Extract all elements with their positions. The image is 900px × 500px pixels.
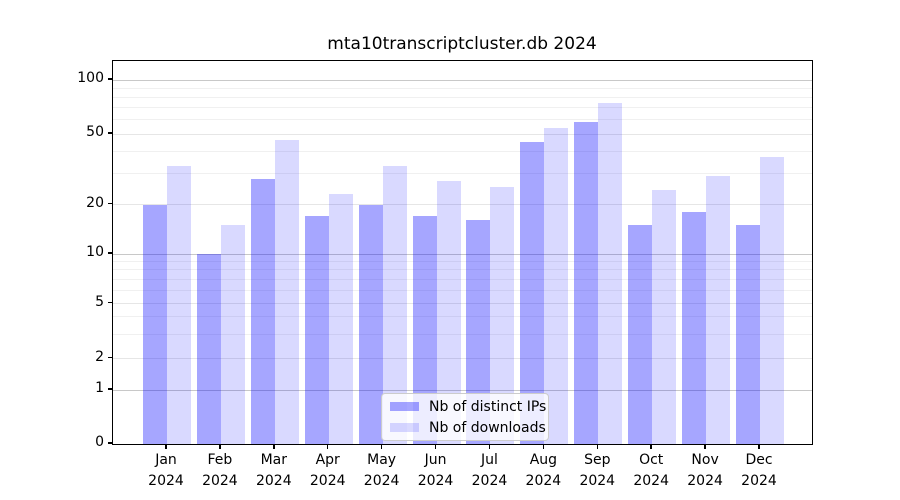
x-tick-label-nov: Nov 2024: [687, 452, 723, 489]
gridline-y-6: [113, 289, 812, 291]
x-tick-mark: [650, 444, 652, 449]
gridline-y-20: [113, 204, 812, 205]
gridline-y-1: [113, 389, 812, 391]
bar-distinct-ips-sep: [574, 122, 599, 444]
plot-area: [112, 60, 813, 445]
bar-downloads-jan: [167, 165, 191, 444]
gridline-y-70: [113, 107, 812, 109]
bar-distinct-ips-may: [358, 204, 383, 444]
y-tick-mark: [108, 388, 113, 390]
x-tick-mark: [434, 444, 437, 449]
y-tick-label-20: 20: [86, 194, 104, 211]
x-tick-label-mar: Mar 2024: [255, 452, 292, 489]
x-tick-label-aug: Aug 2024: [525, 452, 562, 489]
y-tick-label-100: 100: [77, 70, 104, 86]
gridline-y-5: [113, 303, 812, 304]
x-tick-label-may: May 2024: [363, 452, 400, 489]
x-tick-mark: [704, 444, 706, 449]
y-tick-label-0: 0: [95, 434, 104, 450]
bar-downloads-feb: [220, 225, 245, 444]
gridline-y-8: [113, 269, 812, 271]
gridline-y-50: [113, 133, 812, 135]
y-tick-label-50: 50: [86, 124, 104, 140]
x-tick-mark: [326, 444, 329, 449]
x-tick-mark: [380, 444, 383, 449]
y-tick-mark: [108, 442, 113, 444]
gridline-y-100: [113, 79, 812, 81]
x-tick-mark: [596, 444, 599, 449]
bar-downloads-apr: [328, 193, 353, 444]
gridline-y-7: [113, 278, 812, 280]
y-tick-mark: [108, 132, 113, 134]
x-tick-label-jan: Jan 2024: [148, 452, 184, 489]
x-tick-label-apr: Apr 2024: [309, 452, 346, 489]
legend-row-distinct-ips: Nb of distinct IPs: [382, 399, 548, 415]
x-tick-label-sep: Sep 2024: [579, 452, 616, 489]
gridline-y-30: [113, 172, 812, 174]
bar-distinct-ips-nov: [682, 212, 707, 444]
bar-downloads-oct: [652, 190, 677, 444]
gridline-y-2: [113, 358, 812, 359]
y-tick-mark: [108, 301, 113, 304]
gridline-y-9: [113, 261, 812, 263]
bar-distinct-ips-dec: [735, 225, 760, 444]
bar-downloads-mar: [274, 140, 299, 444]
gridline-y-60: [113, 119, 812, 121]
x-tick-mark: [758, 444, 760, 449]
bar-downloads-dec: [759, 157, 784, 444]
y-tick-mark: [108, 78, 113, 80]
x-tick-label-jul: Jul 2024: [471, 452, 508, 489]
gridline-y-10: [113, 253, 812, 255]
x-tick-label-dec: Dec 2024: [741, 452, 777, 489]
x-tick-mark: [273, 444, 275, 449]
bar-downloads-nov: [706, 175, 731, 444]
chart-title: mta10transcriptcluster.db 2024: [327, 34, 597, 54]
bar-distinct-ips-apr: [304, 216, 329, 444]
legend-swatch-distinct-ips: [390, 402, 419, 411]
gridline-y-3: [113, 333, 812, 335]
y-tick-mark: [108, 252, 113, 254]
y-tick-mark: [108, 356, 113, 359]
bar-distinct-ips-mar: [250, 178, 275, 444]
gridline-y-40: [113, 150, 812, 152]
x-tick-label-oct: Oct 2024: [633, 452, 669, 489]
bar-downloads-sep: [598, 103, 623, 444]
legend: Nb of distinct IPs Nb of downloads: [381, 393, 549, 441]
gridline-y-90: [113, 87, 812, 89]
y-tick-mark: [108, 202, 113, 205]
x-tick-mark: [219, 444, 221, 449]
y-tick-label-2: 2: [95, 348, 104, 365]
x-tick-mark: [488, 444, 491, 449]
gridline-y-80: [113, 96, 812, 98]
x-tick-label-jun: Jun 2024: [417, 452, 454, 489]
x-tick-mark: [542, 444, 545, 449]
y-tick-label-10: 10: [86, 244, 104, 260]
legend-swatch-downloads: [390, 423, 419, 432]
bar-distinct-ips-jan: [143, 204, 167, 444]
legend-row-downloads: Nb of downloads: [382, 420, 548, 436]
gridline-y-4: [113, 316, 812, 318]
x-tick-label-feb: Feb 2024: [202, 452, 238, 489]
y-tick-label-1: 1: [95, 380, 104, 396]
legend-label-distinct-ips: Nb of distinct IPs: [429, 398, 547, 415]
y-tick-label-5: 5: [95, 293, 104, 310]
bar-distinct-ips-feb: [196, 254, 221, 444]
legend-label-downloads: Nb of downloads: [429, 419, 546, 436]
bar-distinct-ips-oct: [628, 225, 653, 444]
x-tick-mark: [165, 444, 167, 449]
bar-downloads-aug: [544, 128, 569, 444]
